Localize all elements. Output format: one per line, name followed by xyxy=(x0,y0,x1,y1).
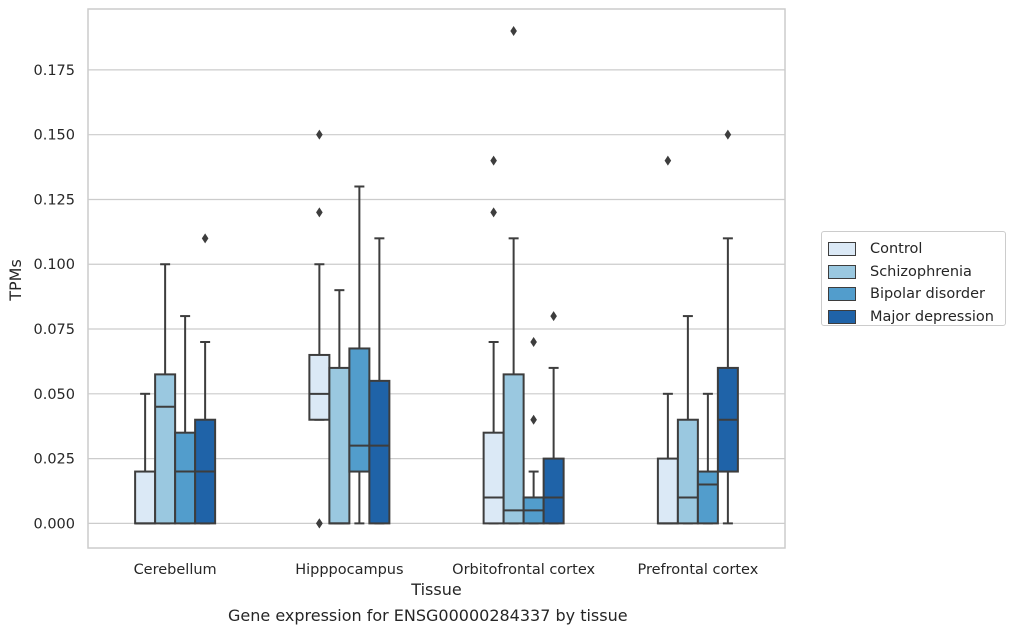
box-bipolar-disorder xyxy=(522,336,545,525)
y-tick-label: 0.125 xyxy=(33,192,75,208)
box-schizophrenia xyxy=(328,289,351,525)
y-tick-label: 0.050 xyxy=(33,387,75,403)
legend: Control Schizophrenia Bipolar disorder M… xyxy=(821,231,1006,326)
box-bipolar-disorder xyxy=(348,185,371,525)
box-major-depression xyxy=(716,129,739,525)
legend-swatch-bipolar-disorder xyxy=(828,287,856,302)
outlier-point xyxy=(530,336,537,347)
outlier-point xyxy=(550,311,557,322)
box-iqr xyxy=(174,431,197,525)
outlier-point xyxy=(490,155,497,166)
box-iqr xyxy=(134,470,157,525)
x-axis-label: Tissue xyxy=(410,580,461,599)
figure-caption: Gene expression for ENSG00000284337 by t… xyxy=(228,606,628,625)
box-iqr xyxy=(154,373,177,525)
box-iqr xyxy=(676,418,699,525)
box-major-depression xyxy=(194,233,217,525)
x-tick-label: Orbitofrontal cortex xyxy=(452,562,595,578)
x-tick-labels: Cerebellum Hipppocampus Orbitofrontal cort… xyxy=(134,562,759,578)
box-major-depression xyxy=(368,237,391,525)
outlier-point xyxy=(316,518,323,529)
outlier-point xyxy=(201,233,209,244)
box-bipolar-disorder xyxy=(696,392,719,525)
y-tick-labels: 0.000 0.025 0.050 0.075 0.100 0.125 0.150 0.175 xyxy=(33,63,75,532)
box-iqr xyxy=(542,457,565,525)
legend-item-bipolar-disorder: Bipolar disorder xyxy=(828,283,1005,306)
legend-item-control: Control xyxy=(828,238,1005,261)
box-iqr xyxy=(502,373,525,525)
legend-item-schizophrenia: Schizophrenia xyxy=(828,261,1005,284)
outlier-point xyxy=(316,129,323,140)
y-tick-label: 0.100 xyxy=(33,257,75,273)
outlier-point xyxy=(724,129,732,140)
box-iqr xyxy=(348,347,371,473)
y-tick-label: 0.175 xyxy=(33,63,75,79)
legend-item-major-depression: Major depression xyxy=(828,306,1005,329)
x-tick-label: Cerebellum xyxy=(134,562,217,578)
box-control xyxy=(482,155,505,525)
box-iqr xyxy=(308,353,331,421)
y-tick-label: 0.075 xyxy=(33,322,75,338)
x-tick-label: Prefrontal cortex xyxy=(637,562,758,578)
box-iqr xyxy=(328,366,351,525)
y-tick-label: 0.025 xyxy=(33,452,75,468)
box-iqr xyxy=(482,431,505,525)
boxes xyxy=(134,26,739,529)
legend-swatch-schizophrenia xyxy=(828,264,856,279)
outlier-point xyxy=(510,26,517,37)
legend-label: Bipolar disorder xyxy=(870,286,985,303)
y-tick-label: 0.150 xyxy=(33,128,75,144)
legend-swatch-major-depression xyxy=(828,309,856,324)
x-tick-label: Hipppocampus xyxy=(295,562,403,578)
outlier-point xyxy=(530,414,537,425)
box-major-depression xyxy=(542,311,565,525)
box-iqr xyxy=(696,470,719,525)
box-iqr xyxy=(368,379,391,525)
plot-area xyxy=(87,8,786,549)
legend-label: Major depression xyxy=(870,308,994,325)
outlier-point xyxy=(664,155,672,166)
y-axis-label: TPMs xyxy=(6,259,25,302)
box-schizophrenia xyxy=(502,26,525,525)
box-schizophrenia xyxy=(676,315,699,525)
legend-label: Schizophrenia xyxy=(870,263,972,280)
box-bipolar-disorder xyxy=(174,315,197,525)
legend-label: Control xyxy=(870,241,923,258)
outlier-point xyxy=(316,207,323,218)
legend-swatch-control xyxy=(828,242,856,257)
y-tick-label: 0.000 xyxy=(33,516,75,532)
outlier-point xyxy=(490,207,497,218)
box-control xyxy=(134,392,157,525)
box-iqr xyxy=(656,457,679,525)
box-schizophrenia xyxy=(154,263,177,525)
box-control xyxy=(656,155,679,525)
